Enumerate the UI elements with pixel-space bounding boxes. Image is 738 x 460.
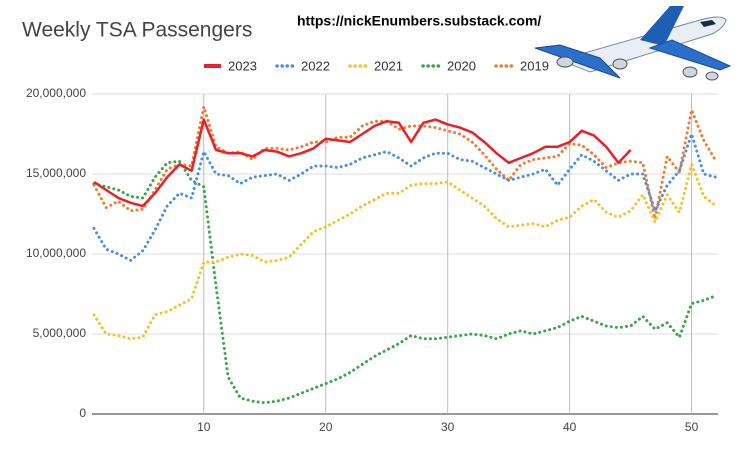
x-tick-label: 40 <box>563 420 577 434</box>
legend-label: 2022 <box>301 58 330 73</box>
x-tick-label: 20 <box>319 420 333 434</box>
x-tick-label: 30 <box>441 420 455 434</box>
series-line <box>93 118 632 208</box>
legend-label: 2019 <box>520 58 549 73</box>
source-note: https://nickEnumbers.substack.com/ <box>297 13 541 29</box>
airplane-icon <box>534 6 732 81</box>
legend-label: 2023 <box>228 58 257 73</box>
series-line <box>92 132 718 262</box>
legend-label: 2021 <box>374 58 403 73</box>
legend-label: 2020 <box>447 58 476 73</box>
series-line <box>92 159 718 405</box>
y-tick-label: 15,000,000 <box>26 166 86 180</box>
y-tick-label: 20,000,000 <box>26 86 86 100</box>
x-tick-label: 10 <box>197 420 211 434</box>
chart-title: Weekly TSA Passengers <box>22 19 252 42</box>
y-tick-label: 10,000,000 <box>26 246 86 260</box>
y-tick-label: 0 <box>79 406 86 420</box>
x-tick-label: 50 <box>685 420 699 434</box>
y-tick-label: 5,000,000 <box>33 326 87 340</box>
series-line <box>92 105 718 221</box>
